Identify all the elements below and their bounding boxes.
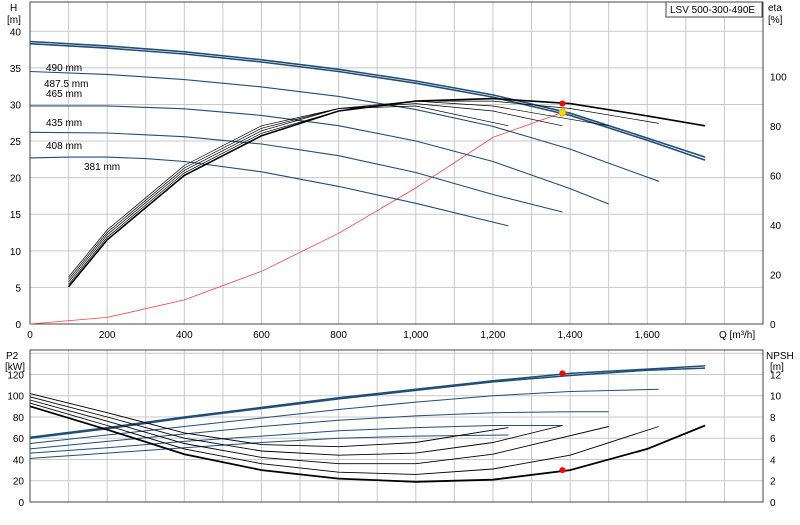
impeller-label-465: 465 mm (46, 89, 82, 100)
pump-model-box (665, 1, 763, 18)
left-axis-label-h: H (10, 3, 17, 14)
impeller-label-381: 381 mm (84, 162, 120, 173)
npsh-curve (29, 402, 659, 475)
head-tick-label: 10 (10, 247, 22, 258)
head-curve (29, 156, 509, 227)
x-tick-label: 600 (253, 330, 270, 341)
npsh-tick-label: 12 (770, 370, 782, 381)
power-tick-label: 60 (13, 434, 25, 445)
power-tick-label: 20 (13, 477, 25, 488)
x-tick-label: 400 (176, 330, 193, 341)
impeller-label-490: 490 mm (46, 63, 82, 74)
x-tick-label: 1,400 (558, 330, 583, 341)
npsh-duty-point (559, 467, 566, 474)
npsh-curve (29, 399, 609, 465)
x-tick-label: 0 (27, 330, 33, 341)
right-axis-label-eta: eta (768, 3, 782, 14)
efficiency-duty-point (559, 100, 566, 107)
npsh-tick-label: 10 (770, 392, 782, 403)
impeller-label-408: 408 mm (46, 141, 82, 152)
left-axis-label-p2: P2 (6, 351, 19, 362)
power-tick-label: 120 (7, 370, 24, 381)
power-curve (29, 367, 706, 439)
head-curve (29, 70, 659, 182)
head-tick-label: 40 (10, 27, 22, 38)
x-tick-label: 800 (330, 330, 347, 341)
right-axis-unit-percent: [%] (768, 15, 783, 26)
head-curve (29, 40, 706, 158)
power-curve (29, 425, 563, 454)
efficiency-curve (67, 97, 706, 288)
system-curve (29, 112, 563, 325)
head-tick-label: 35 (10, 64, 22, 75)
bottom-curves (29, 365, 706, 483)
npsh-curve (29, 405, 706, 483)
bottom-plot-frame (29, 349, 764, 503)
x-axis-label-q: Q [m³/h] (719, 330, 755, 341)
efficiency-curve (68, 103, 563, 280)
power-curve (29, 365, 706, 438)
efficiency-tick-label: 100 (770, 72, 787, 83)
efficiency-curve (68, 105, 509, 278)
npsh-tick-label: 8 (770, 413, 776, 424)
left-axis-unit-m: [m] (7, 15, 21, 26)
head-curve (29, 42, 706, 161)
top-curves (29, 40, 706, 325)
x-tick-label: 1,600 (635, 330, 660, 341)
npsh-curve (29, 393, 509, 448)
power-duty-point (559, 370, 566, 377)
tick-labels: 0 200 400 600 800 1,000 1,200 1,400 1,6000510152… (7, 27, 787, 509)
power-tick-label: 40 (13, 455, 25, 466)
efficiency-tick-label: 20 (770, 270, 782, 281)
x-tick-label: 1,000 (403, 330, 428, 341)
top-plot-frame (29, 1, 764, 325)
efficiency-tick-label: 40 (770, 221, 782, 232)
right-axis-unit-m: [m] (770, 362, 784, 373)
efficiency-curve (68, 100, 609, 283)
top-grid (30, 2, 763, 324)
head-curve (29, 131, 563, 213)
head-tick-label: 20 (10, 174, 22, 185)
efficiency-tick-label: 60 (770, 171, 782, 182)
head-tick-label: 30 (10, 100, 22, 111)
efficiency-curve (68, 100, 659, 285)
power-tick-label: 80 (13, 413, 25, 424)
right-axis-label-npsh: NPSH (766, 351, 794, 362)
head-curve (30, 105, 609, 205)
head-tick-label: 0 (15, 320, 21, 331)
power-curve (29, 388, 659, 444)
power-curve (29, 434, 509, 459)
head-tick-label: 25 (10, 137, 22, 148)
npsh-tick-label: 6 (770, 434, 776, 445)
head-duty-point (558, 108, 567, 117)
efficiency-tick-label: 80 (770, 122, 782, 133)
impeller-label-487-5: 487.5 mm (44, 79, 88, 90)
x-tick-label: 1,200 (480, 330, 505, 341)
power-tick-label: 100 (7, 392, 24, 403)
head-tick-label: 5 (15, 283, 21, 294)
power-curve (29, 411, 609, 450)
npsh-curve (29, 396, 563, 456)
npsh-tick-label: 0 (770, 498, 776, 509)
efficiency-tick-label: 0 (770, 320, 776, 331)
head-tick-label: 15 (10, 210, 22, 221)
power-tick-label: 0 (18, 498, 24, 509)
pump-model-title: LSV 500-300-490E (670, 5, 755, 16)
npsh-tick-label: 2 (770, 477, 776, 488)
npsh-tick-label: 4 (770, 455, 776, 466)
left-axis-unit-kw: [kW] (5, 362, 25, 373)
x-tick-label: 200 (99, 330, 116, 341)
impeller-label-435: 435 mm (46, 118, 82, 129)
